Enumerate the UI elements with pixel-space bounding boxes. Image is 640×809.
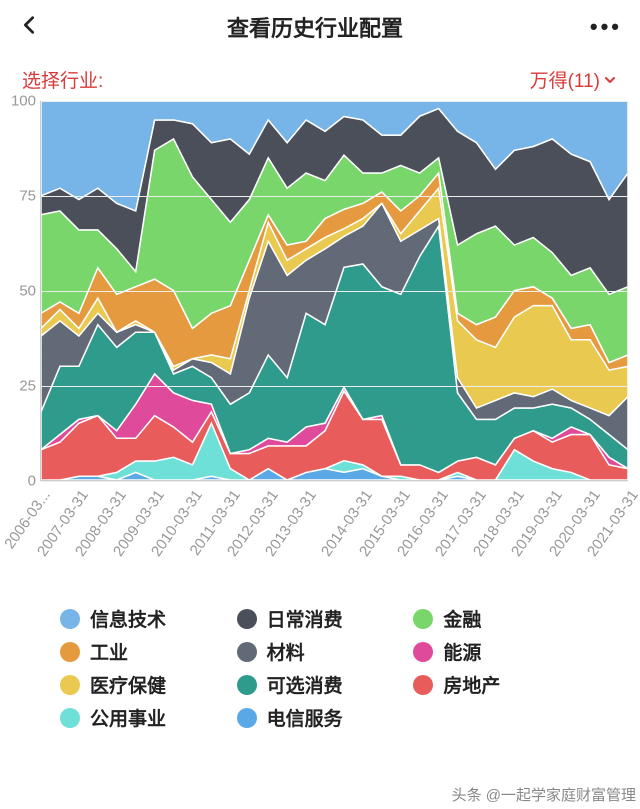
selector-label: 选择行业:	[22, 66, 103, 93]
legend-swatch	[60, 675, 80, 695]
legend-item: 材料	[237, 638, 404, 665]
legend: 信息技术 日常消费 金融工业 材料 能源医疗保健 可选消费 房地产公用事业 电信服务	[60, 591, 580, 731]
y-tick-label: 75	[6, 188, 36, 205]
y-tick-label: 100	[6, 93, 36, 110]
legend-swatch	[413, 642, 433, 662]
y-tick-label: 0	[6, 473, 36, 490]
header: 查看历史行业配置 •••	[0, 0, 640, 54]
chart: 0255075100	[0, 101, 640, 481]
watermark: 头条 @一起学家庭财富管理	[452, 784, 636, 805]
page-title: 查看历史行业配置	[227, 11, 403, 43]
selector-value[interactable]: 万得(11)	[530, 66, 618, 93]
legend-item: 金融	[413, 605, 580, 632]
back-icon[interactable]	[18, 14, 40, 41]
legend-swatch	[237, 609, 257, 629]
legend-item: 医疗保健	[60, 671, 227, 698]
legend-label: 工业	[90, 638, 128, 665]
legend-label: 信息技术	[90, 605, 166, 632]
legend-item: 可选消费	[237, 671, 404, 698]
y-tick-label: 50	[6, 283, 36, 300]
legend-label: 能源	[443, 638, 481, 665]
y-axis: 0255075100	[6, 101, 36, 481]
legend-item: 信息技术	[60, 605, 227, 632]
legend-swatch	[60, 642, 80, 662]
legend-swatch	[413, 675, 433, 695]
chevron-down-icon	[602, 72, 618, 88]
legend-item: 房地产	[413, 671, 580, 698]
legend-label: 金融	[443, 605, 481, 632]
selector-value-text: 万得(11)	[530, 66, 600, 93]
plot-area	[40, 101, 628, 481]
legend-label: 日常消费	[267, 605, 343, 632]
more-icon[interactable]: •••	[590, 14, 622, 40]
y-tick-label: 25	[6, 378, 36, 395]
legend-label: 公用事业	[90, 704, 166, 731]
legend-item: 能源	[413, 638, 580, 665]
legend-swatch	[60, 609, 80, 629]
industry-selector: 选择行业: 万得(11)	[0, 54, 640, 101]
legend-label: 电信服务	[267, 704, 343, 731]
legend-swatch	[237, 708, 257, 728]
legend-swatch	[413, 609, 433, 629]
legend-item: 电信服务	[237, 704, 404, 731]
legend-item: 公用事业	[60, 704, 227, 731]
legend-swatch	[60, 708, 80, 728]
x-axis: 2006-03...2007-03-312008-03-312009-03-31…	[40, 481, 628, 591]
legend-label: 医疗保健	[90, 671, 166, 698]
legend-label: 房地产	[443, 671, 500, 698]
legend-swatch	[237, 675, 257, 695]
legend-item: 工业	[60, 638, 227, 665]
legend-label: 可选消费	[267, 671, 343, 698]
legend-item: 日常消费	[237, 605, 404, 632]
legend-swatch	[237, 642, 257, 662]
legend-label: 材料	[267, 638, 305, 665]
